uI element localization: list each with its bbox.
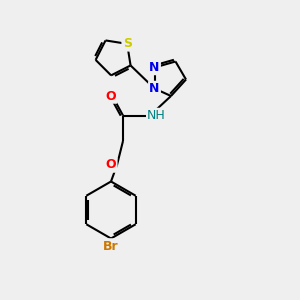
Text: NH: NH <box>147 109 166 122</box>
Text: N: N <box>149 61 160 74</box>
Text: Br: Br <box>103 239 119 253</box>
Text: O: O <box>106 89 116 103</box>
Text: S: S <box>123 37 132 50</box>
Text: O: O <box>106 158 116 172</box>
Text: N: N <box>149 82 160 95</box>
